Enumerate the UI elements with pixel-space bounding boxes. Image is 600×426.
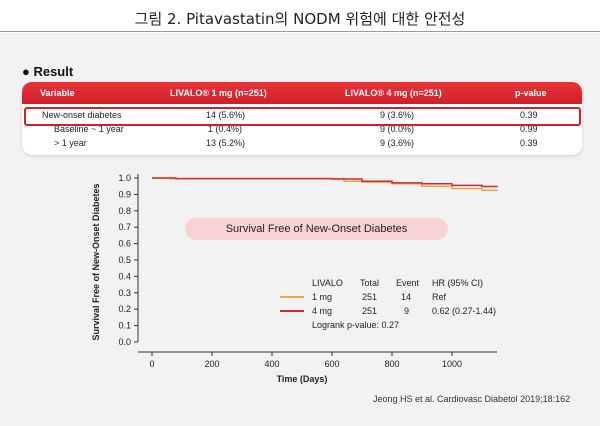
- legend-header-livalo: LIVALO: [312, 278, 343, 288]
- y-tick-label: 0.7: [118, 222, 131, 232]
- y-tick-label: 0.0: [118, 337, 131, 347]
- legend-event-1mg: 14: [401, 292, 412, 302]
- table-header-row: Variable LIVALO® 1 mg (n=251) LIVALO® 4 …: [22, 82, 582, 104]
- legend-name-1mg: 1 mg: [312, 292, 333, 302]
- row-label: > 1 year: [54, 138, 87, 148]
- x-tick-label: 400: [264, 359, 279, 369]
- result-table: Variable LIVALO® 1 mg (n=251) LIVALO® 4 …: [22, 82, 582, 155]
- citation: Jeong HS et al. Cardiovasc Diabetol 2019…: [373, 394, 571, 404]
- table-row: Baseline ~ 1 year 1 (0.4%) 9 (0.0%) 0.99: [22, 123, 582, 136]
- x-tick-label: 800: [384, 359, 399, 369]
- series-line-4mg: [152, 177, 498, 188]
- page-title: 그림 2. Pitavastatin의 NODM 위험에 대한 안전성: [134, 10, 466, 28]
- row-p-value: 0.39: [520, 138, 538, 148]
- row-label: Baseline ~ 1 year: [54, 124, 124, 134]
- y-tick-label: 0.9: [118, 189, 131, 199]
- legend-swatch-4mg: [280, 310, 304, 312]
- legend-name-4mg: 4 mg: [312, 306, 333, 316]
- highlight-box: [24, 107, 581, 126]
- legend-total-4mg: 251: [362, 306, 378, 316]
- y-tick-label: 0.6: [118, 239, 131, 249]
- y-tick-label: 0.3: [118, 288, 131, 298]
- y-tick-label: 0.4: [118, 271, 131, 281]
- table-row: > 1 year 13 (5.2%) 9 (3.6%) 0.39: [22, 137, 582, 150]
- row-value-1mg: 13 (5.2%): [206, 138, 246, 148]
- title-divider: [0, 31, 600, 32]
- row-value-4mg: 9 (3.6%): [380, 138, 415, 148]
- row-label: New-onset diabetes: [42, 110, 122, 120]
- result-heading: ● Result: [22, 64, 74, 79]
- y-tick-label: 0.5: [118, 255, 131, 265]
- chart-title: Survival Free of New-Onset Diabetes: [185, 218, 448, 240]
- legend-event-4mg: 9: [404, 306, 410, 316]
- row-value-1mg: 14 (5.6%): [206, 110, 246, 120]
- row-p-value: 0.39: [520, 110, 538, 120]
- legend-header-total: Total: [360, 278, 380, 288]
- row-p-value: 0.99: [520, 124, 538, 134]
- survival-chart: 0.0 0.1 0.2 0.3 0.4 0.5 0.6 0.7 0.8 0.9 1.0 0 200 400…: [118, 173, 498, 369]
- table-row: New-onset diabetes 14 (5.6%) 9 (3.6%) 0.…: [22, 109, 582, 122]
- row-value-1mg: 1 (0.4%): [208, 124, 243, 134]
- legend-hr-4mg: 0.62 (0.27-1.44): [432, 306, 497, 316]
- x-tick-label: 1000: [442, 359, 462, 369]
- legend-total-1mg: 251: [362, 292, 378, 302]
- series-line-1mg: [152, 177, 498, 192]
- x-tick-label: 600: [324, 359, 339, 369]
- header-livalo-1mg: LIVALO® 1 mg (n=251): [170, 88, 267, 98]
- chart-axes: [137, 174, 497, 353]
- y-axis-title: Survival Free of New-Onset Diabetes: [91, 183, 101, 341]
- x-tick-label: 0: [149, 359, 154, 369]
- y-tick-label: 1.0: [118, 173, 131, 183]
- legend-header-hr: HR (95% CI): [432, 278, 484, 288]
- chart-ticks: 0.0 0.1 0.2 0.3 0.4 0.5 0.6 0.7 0.8 0.9 1.0 0 200 400…: [118, 173, 462, 369]
- legend-logrank: Logrank p-value: 0.27: [312, 320, 400, 330]
- y-tick-label: 0.2: [118, 304, 131, 314]
- header-p-value: p-value: [515, 88, 547, 98]
- y-tick-label: 0.1: [118, 321, 131, 331]
- header-variable: Variable: [40, 88, 75, 98]
- row-value-4mg: 9 (3.6%): [380, 110, 415, 120]
- x-tick-label: 200: [204, 359, 219, 369]
- row-value-4mg: 9 (0.0%): [380, 124, 415, 134]
- chart-series: [152, 177, 498, 192]
- legend-hr-1mg: Ref: [432, 292, 447, 302]
- x-axis-title: Time (Days): [276, 374, 328, 384]
- y-tick-label: 0.8: [118, 206, 131, 216]
- legend-header-event: Event: [396, 278, 420, 288]
- legend-swatch-1mg: [280, 296, 304, 298]
- header-livalo-4mg: LIVALO® 4 mg (n=251): [345, 88, 442, 98]
